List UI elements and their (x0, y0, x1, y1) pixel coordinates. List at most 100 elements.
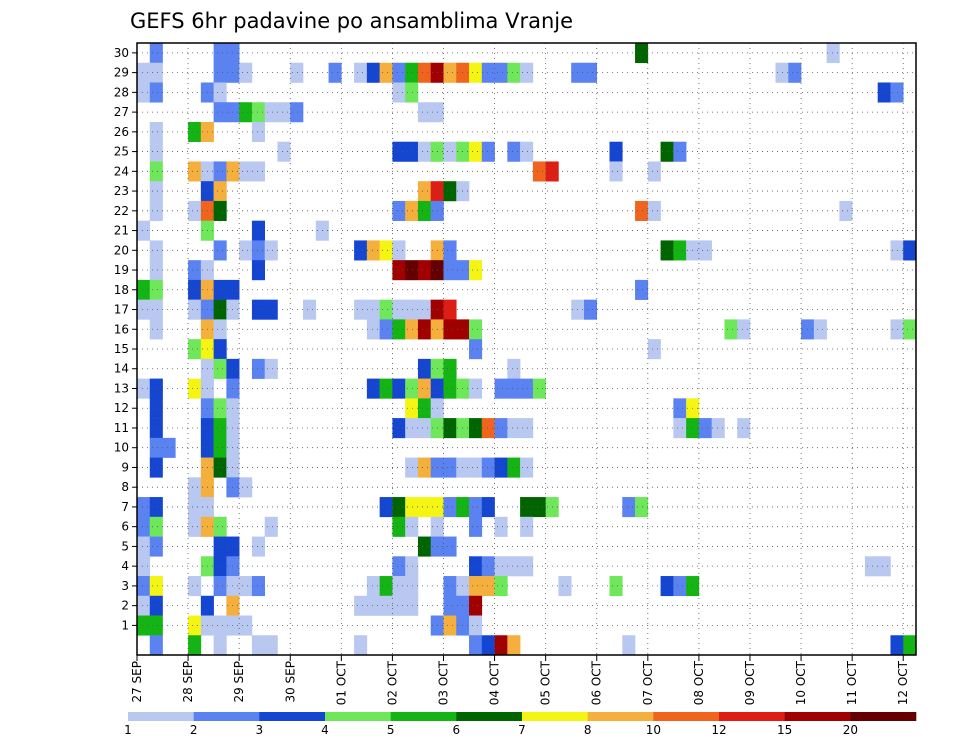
heatmap-cell (264, 358, 278, 379)
heatmap-cell (392, 82, 406, 103)
x-tick-label: 07 OCT (641, 660, 655, 705)
heatmap-cell (405, 556, 419, 577)
heatmap-cell (149, 319, 163, 340)
heatmap-cell (366, 378, 380, 399)
heatmap-cell (251, 536, 265, 557)
heatmap-cell (251, 220, 265, 241)
heatmap-cell (532, 378, 546, 399)
heatmap-cell (609, 161, 623, 182)
heatmap-cell (405, 260, 419, 281)
heatmap-cell (443, 497, 457, 518)
heatmap-cell (673, 398, 687, 419)
heatmap-cell (481, 418, 495, 439)
colorbar-swatch (325, 712, 391, 721)
heatmap-cell (149, 260, 163, 281)
heatmap-cell (188, 497, 202, 518)
heatmap-cell (392, 576, 406, 597)
heatmap-cell (137, 595, 151, 616)
x-tick-label: 09 OCT (743, 660, 757, 705)
heatmap-cell (622, 635, 636, 656)
y-tick-label: 7 (121, 500, 129, 514)
x-tick-label: 08 OCT (692, 660, 706, 705)
heatmap-cell (188, 200, 202, 221)
heatmap-cell (392, 240, 406, 261)
heatmap-cell (405, 418, 419, 439)
heatmap-cell (354, 299, 368, 320)
heatmap-cell (417, 457, 432, 478)
heatmap-cell (188, 339, 202, 360)
heatmap-cell (149, 595, 163, 616)
heatmap-cell (443, 141, 457, 162)
heatmap-cell (507, 457, 521, 478)
heatmap-cell (417, 200, 432, 221)
heatmap-cell (405, 141, 419, 162)
heatmap-cell (635, 497, 649, 518)
y-tick-label: 8 (121, 480, 129, 494)
y-tick-label: 10 (114, 441, 129, 455)
heatmap-cell (443, 576, 457, 597)
heatmap-cell (251, 576, 265, 597)
heatmap-cell (188, 635, 202, 656)
heatmap-cell (481, 457, 495, 478)
heatmap-cell (213, 299, 227, 320)
heatmap-cell (213, 319, 227, 340)
heatmap-cell (379, 576, 393, 597)
heatmap-cell (149, 279, 163, 300)
heatmap-cell (635, 279, 649, 300)
y-tick-label: 23 (114, 184, 129, 198)
y-tick-label: 5 (121, 539, 129, 553)
heatmap-cell (213, 556, 227, 577)
heatmap-cell (149, 398, 163, 419)
colorbar-swatch (390, 712, 457, 721)
heatmap-cell (149, 437, 163, 458)
heatmap-cell (469, 615, 483, 636)
heatmap-cell (137, 279, 151, 300)
heatmap-cell (469, 418, 483, 439)
heatmap-cell (239, 240, 253, 261)
colorbar-label: 12 (711, 723, 726, 737)
heatmap-cell (443, 418, 457, 439)
heatmap-cell (507, 358, 521, 379)
y-tick-label: 21 (114, 224, 129, 238)
heatmap-cell (443, 62, 457, 83)
heatmap-cell (392, 62, 406, 83)
heatmap-cell (149, 615, 163, 636)
heatmap-cell (481, 141, 495, 162)
heatmap-cell (469, 62, 483, 83)
colorbar-swatch (193, 712, 260, 721)
heatmap-cell (137, 62, 151, 83)
heatmap-cell (469, 339, 483, 360)
heatmap-cell (149, 62, 163, 83)
heatmap-cell (149, 200, 163, 221)
heatmap-cell (903, 240, 917, 261)
heatmap-cell (149, 457, 163, 478)
colorbar-label: 8 (584, 723, 592, 737)
heatmap-cell (213, 102, 227, 123)
colorbar-label: 7 (518, 723, 526, 737)
heatmap-cell (417, 378, 432, 399)
heatmap-cell (149, 181, 163, 202)
heatmap-cell (673, 141, 687, 162)
heatmap-cell (137, 576, 151, 597)
colorbar-swatch (456, 712, 523, 721)
heatmap-cell (392, 556, 406, 577)
colorbar-swatch (522, 712, 588, 721)
colorbar-label: 10 (646, 723, 661, 737)
heatmap-cell (469, 260, 483, 281)
y-tick-label: 27 (114, 105, 129, 119)
heatmap-cell (137, 82, 151, 103)
heatmap-cell (417, 62, 432, 83)
heatmap-cell (188, 477, 202, 498)
x-tick-label: 05 OCT (539, 660, 553, 705)
y-tick-label: 11 (114, 421, 129, 435)
heatmap-cell (711, 418, 725, 439)
heatmap-cell (481, 556, 495, 577)
y-tick-label: 30 (114, 46, 129, 60)
heatmap-cell (149, 576, 163, 597)
heatmap-cell (417, 497, 432, 518)
heatmap-cell (494, 635, 508, 656)
heatmap-cell (583, 299, 598, 320)
heatmap-cell (137, 615, 151, 636)
heatmap-cell (213, 437, 227, 458)
